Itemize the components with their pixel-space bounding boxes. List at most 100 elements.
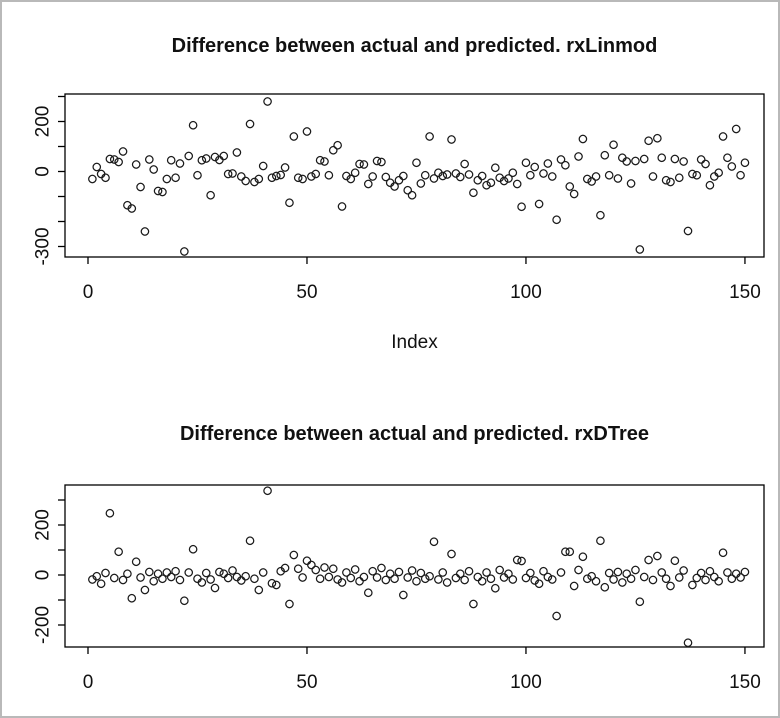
data-point <box>631 156 640 166</box>
data-point <box>679 157 688 166</box>
data-point <box>289 132 299 141</box>
data-point <box>701 159 710 169</box>
data-point <box>543 572 553 582</box>
data-point <box>92 162 102 172</box>
data-point <box>412 158 421 168</box>
data-point <box>451 573 461 583</box>
data-point <box>149 576 159 586</box>
data-point <box>740 158 750 168</box>
data-point <box>320 157 329 166</box>
data-point <box>285 599 294 609</box>
data-point <box>346 174 356 184</box>
data-point <box>368 172 377 181</box>
data-point <box>723 568 732 577</box>
data-point <box>709 572 719 582</box>
data-point <box>399 590 408 600</box>
data-point <box>307 172 316 181</box>
data-point <box>355 576 364 586</box>
data-point <box>215 567 224 577</box>
data-point <box>153 186 163 196</box>
y-tick-label: -300 <box>33 227 54 265</box>
data-point <box>552 215 561 225</box>
data-point <box>464 566 474 576</box>
plot-box <box>64 484 765 648</box>
data-point <box>280 563 290 573</box>
data-point <box>149 165 159 174</box>
data-point <box>425 571 434 581</box>
data-point <box>144 155 154 164</box>
data-point <box>267 578 277 588</box>
data-point <box>547 575 557 584</box>
data-point <box>381 575 391 585</box>
data-point <box>105 508 115 518</box>
data-point <box>670 154 680 164</box>
data-point <box>171 566 180 576</box>
data-point <box>285 198 294 208</box>
data-point <box>223 169 233 179</box>
data-point <box>407 190 417 200</box>
data-point <box>263 97 272 106</box>
x-tick-label: 100 <box>510 672 542 693</box>
data-point <box>153 569 163 579</box>
data-point <box>385 569 395 579</box>
data-point <box>517 556 526 566</box>
data-point <box>701 575 710 585</box>
data-point <box>438 171 448 181</box>
data-point <box>114 157 123 167</box>
data-point <box>311 169 321 179</box>
data-point <box>447 135 456 144</box>
data-point <box>556 568 566 577</box>
data-point <box>626 179 636 188</box>
data-point <box>653 133 662 143</box>
data-point <box>718 132 728 141</box>
data-point <box>289 550 299 560</box>
data-point <box>399 171 408 181</box>
data-point <box>635 245 645 254</box>
data-point <box>403 573 413 582</box>
data-point <box>561 547 570 557</box>
data-point <box>600 582 610 592</box>
data-point <box>206 190 215 200</box>
data-point <box>324 170 334 180</box>
data-point <box>648 172 658 181</box>
x-axis-label-index: Index <box>391 332 438 353</box>
data-point <box>508 575 518 584</box>
y-tick-label: 200 <box>33 509 54 541</box>
data-point <box>162 568 172 577</box>
data-point <box>696 568 706 578</box>
data-point <box>740 567 750 577</box>
data-point <box>293 564 303 574</box>
data-point <box>539 169 548 178</box>
data-point <box>368 566 377 576</box>
data-point <box>661 574 671 584</box>
data-point <box>105 154 115 164</box>
data-point <box>96 579 106 589</box>
data-point <box>486 574 496 584</box>
data-point <box>442 170 452 179</box>
data-point <box>477 171 487 181</box>
data-point <box>530 162 540 172</box>
data-point <box>166 155 176 165</box>
data-point <box>512 179 522 189</box>
data-point <box>622 157 632 166</box>
data-point <box>302 127 312 136</box>
data-point <box>127 593 137 603</box>
data-point <box>727 162 737 171</box>
data-point <box>381 172 391 182</box>
data-point <box>377 157 386 167</box>
data-point <box>696 155 706 164</box>
data-point <box>517 202 526 212</box>
data-point <box>526 170 535 180</box>
data-point <box>477 576 487 586</box>
data-point <box>136 573 145 582</box>
data-point <box>574 565 583 575</box>
data-point <box>648 575 658 585</box>
data-point <box>727 574 737 584</box>
data-point <box>688 169 697 179</box>
data-point <box>635 597 645 607</box>
data-point <box>311 565 321 575</box>
data-point <box>250 177 259 187</box>
data-point <box>460 159 469 169</box>
data-point <box>653 551 662 561</box>
x-tick-label: 50 <box>296 672 317 693</box>
